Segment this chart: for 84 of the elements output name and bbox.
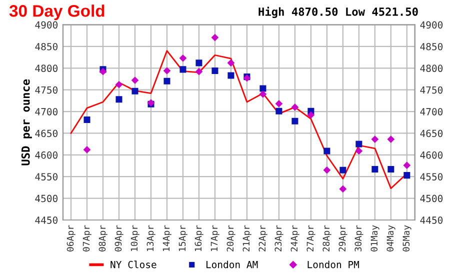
point (180, 66, 186, 73)
point (83, 146, 91, 154)
x-tick-label: 27Apr (306, 225, 316, 252)
y-tick-label: 4650 (35, 130, 58, 138)
legend-label: London PM (308, 260, 360, 268)
y-tick-label: 4800 (35, 64, 58, 72)
y2-tick-label: 4900 (420, 21, 443, 29)
point (276, 108, 282, 114)
x-tick-label: 15Apr (178, 225, 188, 251)
x-tick-label: 07Apr (82, 225, 92, 252)
point (371, 136, 379, 143)
point (227, 59, 235, 67)
x-tick-label: 14Apr (162, 225, 172, 251)
y2-tick-label: 4600 (420, 151, 443, 159)
point (307, 111, 315, 119)
point (340, 166, 346, 174)
x-tick-label: 21Apr (242, 225, 252, 252)
point (211, 34, 219, 42)
point (84, 116, 90, 124)
point (387, 136, 395, 143)
x-tick-label: 01May (370, 225, 380, 252)
y2-tick-label: 4500 (420, 194, 443, 202)
y-tick-label: 4600 (35, 151, 58, 159)
point (403, 162, 411, 170)
point (179, 54, 187, 62)
point (163, 67, 171, 74)
y2-tick-label: 4850 (420, 42, 443, 50)
point (259, 90, 267, 98)
y2-tick-label: 4450 (420, 216, 443, 224)
point (228, 72, 234, 79)
point (388, 166, 394, 172)
point (99, 68, 107, 76)
x-tick-label: 30Apr (354, 225, 364, 252)
point (404, 172, 410, 179)
y2-tick-label: 4650 (420, 130, 443, 138)
point (131, 76, 139, 84)
chart-title: 30 Day Gold (9, 4, 104, 20)
x-tick-label: 24Apr (290, 225, 300, 252)
y-axis-title: USD per ounce (21, 79, 32, 166)
x-tick-label: 05May (402, 225, 412, 252)
x-tick-label: 28Apr (322, 225, 332, 252)
y2-tick-label: 4750 (420, 86, 443, 94)
y2-tick-label: 4800 (420, 64, 443, 72)
y-tick-label: 4500 (35, 194, 58, 202)
point (212, 67, 218, 74)
y-tick-label: 4700 (35, 108, 58, 116)
point (196, 60, 202, 66)
x-tick-label: 22Apr (258, 225, 268, 252)
y-tick-label: 4900 (35, 21, 58, 29)
point (372, 166, 378, 172)
x-tick-label: 13Apr (146, 225, 156, 251)
x-tick-label: 06Apr (66, 225, 76, 252)
point (323, 166, 331, 174)
x-tick-label: 08Apr (98, 225, 108, 252)
x-tick-label: 09Apr (114, 225, 124, 252)
point (275, 100, 283, 108)
point (292, 118, 298, 124)
y2-tick-label: 4700 (420, 108, 443, 116)
y-tick-label: 4550 (35, 173, 58, 180)
y2-tick-label: 4550 (420, 173, 443, 180)
y-tick-label: 4850 (35, 42, 58, 50)
point (356, 140, 362, 148)
legend-label: NY Close (110, 260, 156, 268)
y-tick-label: 4750 (35, 86, 58, 94)
point (260, 85, 266, 92)
x-tick-label: 23Apr (274, 225, 284, 252)
point (116, 96, 122, 103)
point (115, 80, 123, 88)
x-tick-label: 20Apr (226, 225, 236, 252)
point (195, 68, 203, 76)
legend-label: London AM (206, 260, 258, 268)
x-tick-label: 04May (386, 225, 396, 252)
x-tick-label: 29Apr (338, 225, 348, 252)
x-tick-label: 17Apr (210, 225, 220, 251)
text: High 4870.50 Low 4521.50 (258, 6, 418, 18)
x-tick-label: 16Apr (194, 225, 204, 251)
y-tick-label: 4450 (35, 216, 58, 224)
point (339, 185, 347, 193)
x-tick-label: 10Apr (130, 225, 140, 251)
point (164, 78, 170, 84)
point (324, 148, 330, 154)
point (132, 88, 138, 94)
point (355, 147, 363, 155)
point (291, 104, 299, 111)
